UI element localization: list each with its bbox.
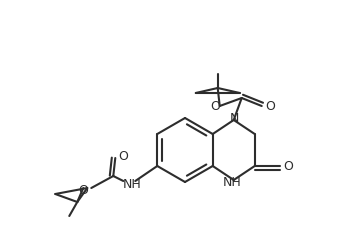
Text: O: O	[78, 183, 88, 197]
Text: O: O	[118, 150, 128, 162]
Text: NH: NH	[123, 177, 142, 190]
Text: NH: NH	[222, 176, 241, 189]
Text: N: N	[230, 113, 240, 126]
Text: O: O	[210, 100, 220, 113]
Text: O: O	[265, 99, 275, 113]
Text: O: O	[283, 159, 292, 173]
